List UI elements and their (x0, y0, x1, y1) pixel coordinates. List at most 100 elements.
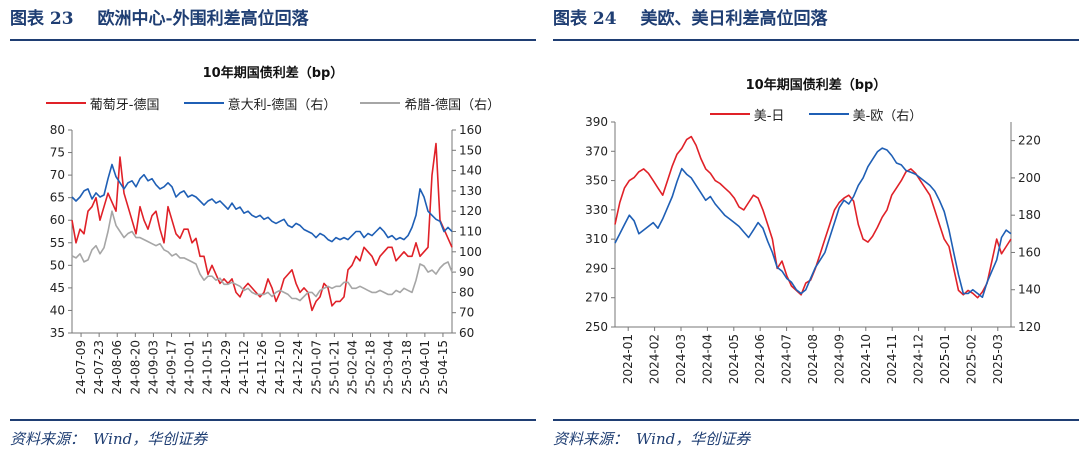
x-tick-label: 25-03-04 (382, 340, 396, 394)
x-tick-label: 25-02-04 (345, 340, 359, 394)
right-chart-legend: 美-日 美-欧（右） (553, 104, 1079, 124)
x-tick-label: 25-01-07 (309, 340, 323, 394)
y-left-tick-label: 75 (50, 146, 65, 160)
x-tick-label: 24-12-10 (273, 340, 287, 394)
left-figure-label: 图表 (10, 9, 44, 29)
x-tick-label: 24-07-23 (92, 340, 106, 394)
right-footer-rule (553, 419, 1079, 421)
right-chart-title: 10年期国债利差（bp） (745, 78, 887, 93)
x-tick-label: 2024-09 (832, 334, 846, 384)
y-left-tick-label: 55 (50, 236, 65, 250)
left-chart-legend: 葡萄牙-德国 意大利-德国（右） 希腊-德国（右） (10, 93, 536, 113)
y-left-tick-label: 60 (50, 213, 65, 227)
legend-item-us-euro: 美-欧（右） (808, 105, 922, 124)
left-source-note: 资料来源： Wind，华创证券 (10, 430, 208, 448)
y-left-tick-label: 65 (50, 191, 65, 205)
right-source-note: 资料来源： Wind，华创证券 (553, 430, 751, 448)
x-tick-label: 24-07-09 (74, 340, 88, 394)
left-chart-panel: 图表 23 欧洲中心-外围利差高位回落 10年期国债利差（bp） 葡萄牙-德国 … (10, 0, 536, 462)
x-tick-label: 2024-07 (780, 334, 794, 384)
y-left-tick-label: 370 (585, 144, 608, 158)
left-figure-number: 23 (49, 9, 74, 29)
x-tick-label: 24-11-26 (255, 340, 269, 394)
x-tick-label: 24-11-12 (237, 340, 251, 394)
x-tick-label: 25-03-18 (400, 340, 414, 394)
x-tick-label: 24-09-03 (146, 340, 160, 394)
x-tick-label: 2025-01 (938, 334, 952, 384)
y-right-tick-label: 150 (459, 143, 482, 157)
x-tick-label: 24-10-01 (183, 340, 197, 394)
y-left-tick-label: 390 (585, 115, 608, 129)
x-tick-label: 2024-05 (727, 334, 741, 384)
x-tick-label: 25-04-15 (436, 340, 450, 394)
legend-item-greece: 希腊-德国（右） (360, 94, 500, 113)
y-right-tick-label: 220 (1018, 134, 1041, 148)
y-left-tick-label: 35 (50, 326, 65, 340)
right-chart-panel: 图表 24 美欧、美日利差高位回落 10年期国债利差（bp） 美-日 美-欧（右… (553, 0, 1079, 462)
x-tick-label: 24-08-06 (110, 340, 124, 394)
right-line-chart: 250 270 290 310 330 350 370 390 120 140 160 180 200 2… (585, 115, 1041, 384)
x-tick-label: 24-10-29 (219, 340, 233, 394)
x-tick-label: 2024-02 (648, 334, 662, 384)
right-header-rule (553, 39, 1079, 41)
x-tick-label: 24-12-24 (291, 340, 305, 394)
y-left-tick-label: 330 (585, 203, 608, 217)
y-left-tick-label: 45 (50, 281, 65, 295)
x-tick-label: 25-02-18 (364, 340, 378, 394)
left-figure-title: 欧洲中心-外围利差高位回落 (97, 9, 309, 29)
y-left-tick-label: 350 (585, 174, 608, 188)
left-line-chart: 35 40 45 50 55 60 65 70 75 80 60 70 80 90 100 110 120 130… (50, 123, 482, 394)
x-tick-label: 24-09-17 (165, 340, 179, 394)
y-left-tick-label: 270 (585, 291, 608, 305)
legend-item-portugal: 葡萄牙-德国 (45, 94, 160, 113)
x-tick-label: 2024-11 (885, 334, 899, 384)
y-right-tick-label: 120 (459, 204, 482, 218)
y-right-tick-label: 70 (459, 306, 474, 320)
x-tick-label: 25-04-01 (418, 340, 432, 394)
y-right-tick-label: 80 (459, 285, 474, 299)
left-figure-header: 图表 23 欧洲中心-外围利差高位回落 (10, 4, 536, 38)
series-line-1 (71, 163, 453, 243)
y-left-tick-label: 70 (50, 168, 65, 182)
y-left-tick-label: 250 (585, 320, 608, 334)
x-tick-label: 2024-06 (753, 334, 767, 384)
y-right-tick-label: 160 (1018, 245, 1041, 259)
y-right-tick-label: 130 (459, 184, 482, 198)
y-right-tick-label: 60 (459, 326, 474, 340)
y-right-tick-label: 200 (1018, 171, 1041, 185)
series-line-0 (71, 142, 453, 312)
y-right-tick-label: 120 (1018, 320, 1041, 334)
y-right-tick-label: 110 (459, 225, 482, 239)
legend-item-italy: 意大利-德国（右） (183, 94, 336, 113)
x-tick-label: 2024-04 (700, 334, 714, 384)
y-right-tick-label: 140 (459, 164, 482, 178)
y-right-tick-label: 160 (459, 123, 482, 137)
x-tick-label: 2024-08 (806, 334, 820, 384)
x-tick-label: 2024-03 (674, 334, 688, 384)
y-right-tick-label: 100 (459, 245, 482, 259)
right-figure-number: 24 (592, 9, 617, 29)
y-left-tick-label: 80 (50, 123, 65, 137)
x-tick-label: 24-08-20 (128, 340, 142, 394)
right-figure-header: 图表 24 美欧、美日利差高位回落 (553, 4, 1079, 38)
x-tick-label: 2025-02 (964, 334, 978, 384)
right-figure-title: 美欧、美日利差高位回落 (640, 9, 828, 29)
y-left-tick-label: 40 (50, 303, 65, 317)
y-right-tick-label: 90 (459, 265, 474, 279)
x-tick-label: 2024-12 (912, 334, 926, 384)
y-left-tick-label: 310 (585, 232, 608, 246)
left-chart-title: 10年期国债利差（bp） (202, 66, 344, 81)
x-tick-label: 2024-10 (859, 334, 873, 384)
legend-item-us-japan: 美-日 (709, 105, 784, 124)
left-footer-rule (10, 419, 536, 421)
y-right-tick-label: 180 (1018, 208, 1041, 222)
series-line-2 (71, 210, 453, 302)
x-tick-label: 24-10-15 (201, 340, 215, 394)
right-figure-label: 图表 (553, 9, 587, 29)
left-header-rule (10, 39, 536, 41)
x-tick-label: 25-01-21 (327, 340, 341, 394)
series-line-1 (614, 147, 1012, 299)
y-left-tick-label: 290 (585, 261, 608, 275)
y-left-tick-label: 50 (50, 258, 65, 272)
x-tick-label: 2025-03 (991, 334, 1005, 384)
